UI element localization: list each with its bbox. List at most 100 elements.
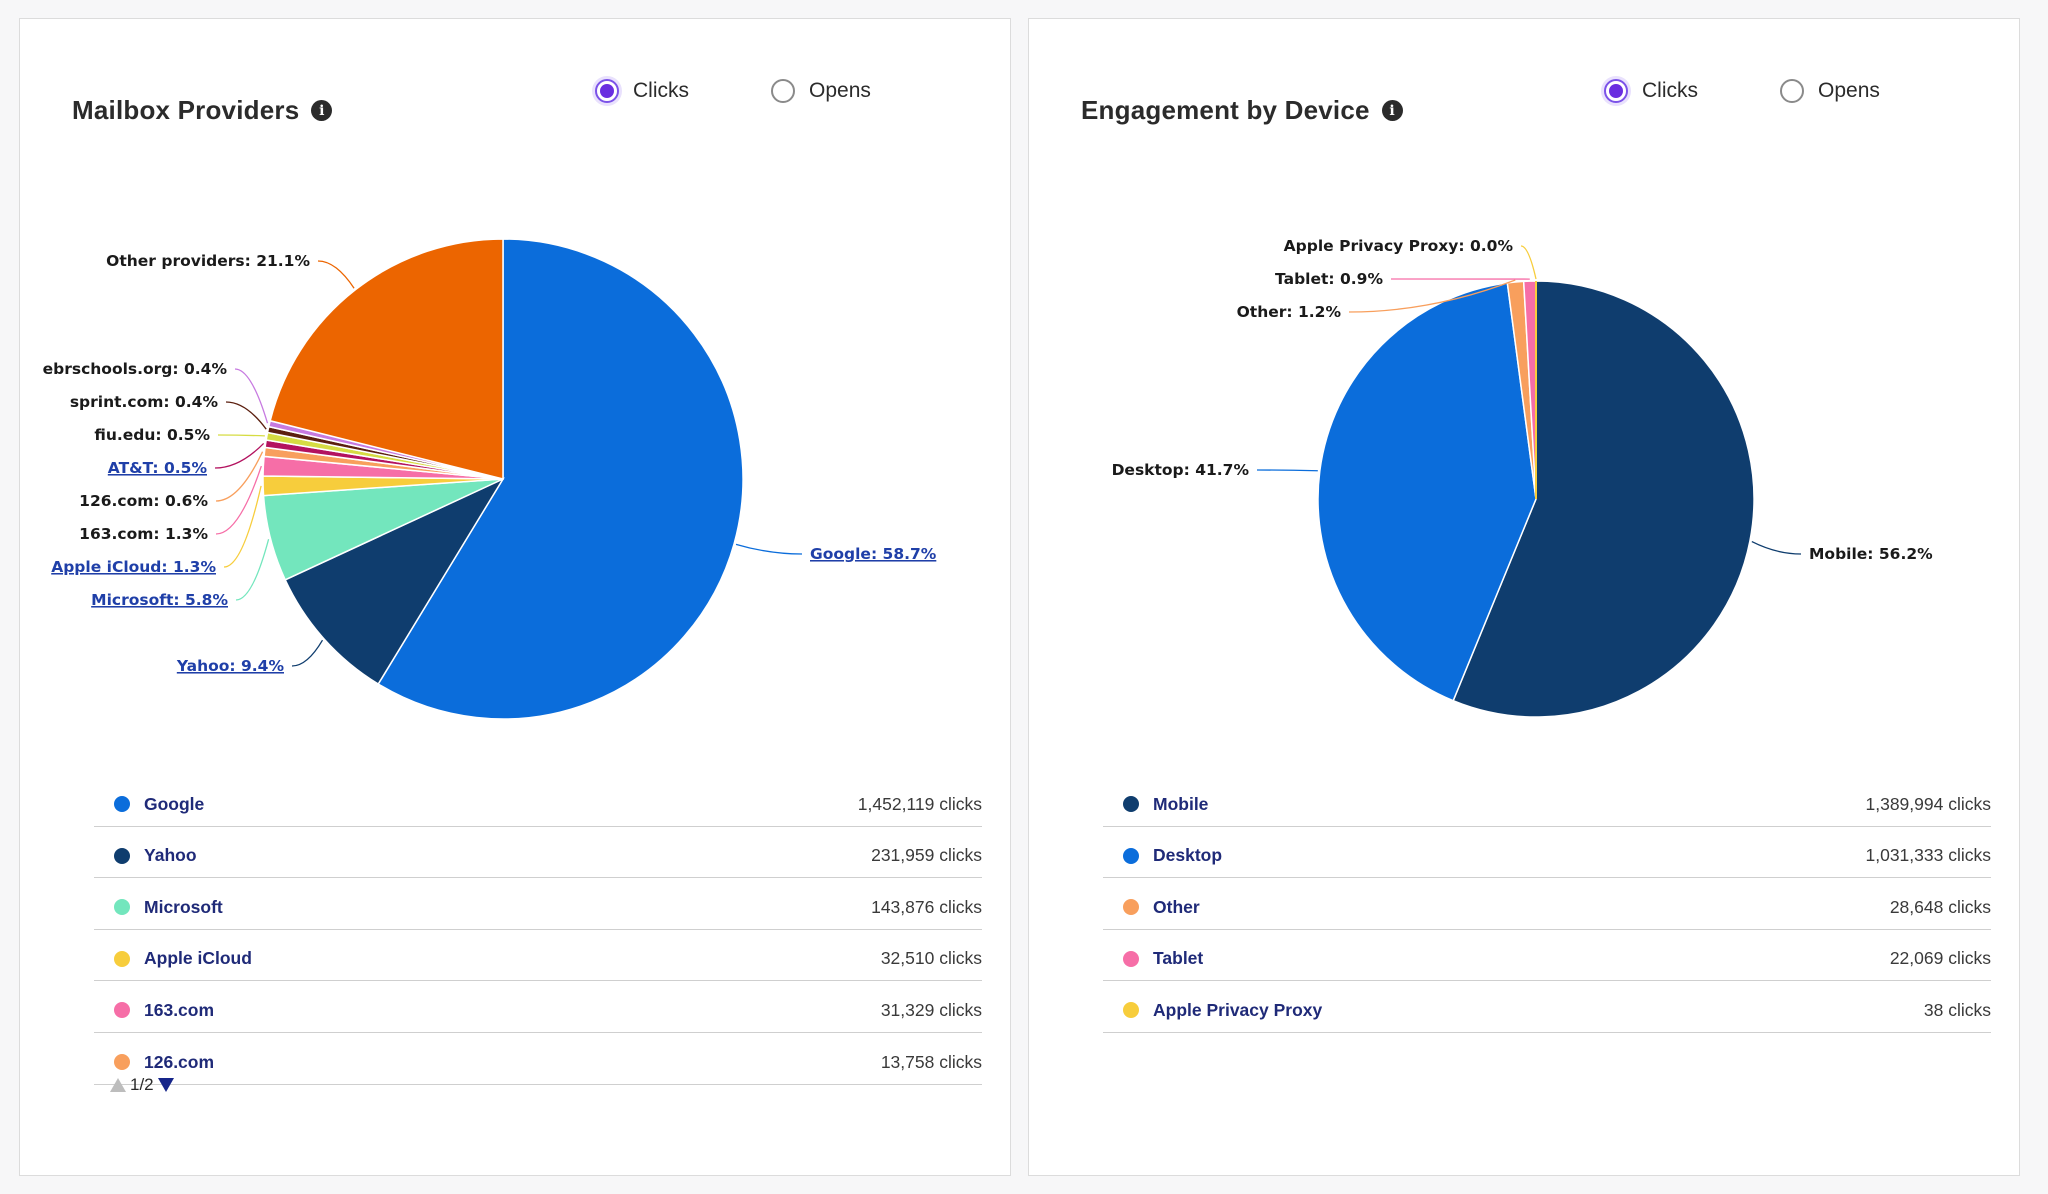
legend-row-google[interactable]: Google 1,452,119 clicks — [94, 777, 982, 827]
opens-label: Opens — [1818, 79, 1880, 102]
legend-dot-icon — [114, 950, 130, 967]
legend-value: 1,031,333 clicks — [1865, 845, 1992, 866]
legend-row-microsoft[interactable]: Microsoft 143,876 clicks — [94, 880, 982, 930]
mailbox-providers-card: Mailbox Providers i Clicks Opens Google:… — [19, 18, 1011, 1176]
data-label-other: Other: 1.2% — [1237, 303, 1342, 321]
legend-value: 1,452,119 clicks — [857, 793, 982, 814]
legend-row-apple-privacy-proxy[interactable]: Apple Privacy Proxy 38 clicks — [1103, 983, 1991, 1033]
pie-slice-google[interactable] — [377, 238, 744, 720]
leader-line-mobile — [1751, 541, 1802, 555]
leader-line-atandt — [214, 442, 265, 469]
pie-slice-other-providers[interactable] — [269, 238, 504, 480]
legend-pager: 1/2 — [110, 1075, 174, 1095]
info-icon[interactable]: i — [1381, 100, 1403, 121]
pager-text: 1/2 — [130, 1075, 154, 1094]
legend-row-163-com[interactable]: 163.com 31,329 clicks — [94, 983, 982, 1033]
leader-line-other-providers — [317, 260, 355, 289]
legend-value: 38 clicks — [1923, 999, 1991, 1020]
legend-name[interactable]: Yahoo — [144, 845, 197, 866]
info-icon[interactable]: i — [311, 100, 333, 121]
pie-slice-desktop[interactable] — [1317, 282, 1537, 702]
data-label-yahoo[interactable]: Yahoo: 9.4% — [176, 657, 285, 675]
legend-dot-icon — [1123, 847, 1139, 864]
legend-row-yahoo[interactable]: Yahoo 231,959 clicks — [94, 828, 982, 879]
engagement-by-device-legend: Mobile 1,389,994 clicks Desktop 1,031,333 c… — [1103, 775, 1991, 1033]
legend-dot-icon — [114, 847, 130, 864]
leader-line-microsoft — [235, 539, 270, 601]
legend-value: 22,069 clicks — [1889, 948, 1991, 969]
engagement-by-device-title: Engagement by Device — [1081, 95, 1370, 125]
legend-value: 31,329 clicks — [880, 999, 982, 1020]
leader-line-apple-icloud — [223, 485, 262, 568]
legend-dot-icon — [114, 796, 130, 813]
mailbox-providers-legend: Google 1,452,119 clicks Yahoo 231,959 click… — [94, 775, 982, 1085]
page-up-icon — [110, 1078, 126, 1092]
data-label-tablet: Tablet: 0.9% — [1275, 270, 1383, 288]
mailbox-providers-pie: Google: 58.7% Yahoo: 9.4% Microsoft: 5.8% A… — [43, 238, 937, 720]
page-down-icon[interactable] — [157, 1078, 174, 1092]
legend-dot-icon — [1123, 899, 1139, 916]
leader-line-google — [735, 543, 803, 555]
metric-toggle: Clicks Opens — [595, 79, 871, 103]
data-label-other-providers: Other providers: 21.1% — [106, 252, 310, 270]
legend-name[interactable]: 126.com — [144, 1051, 215, 1072]
card-title: Engagement by Device i — [1081, 95, 1403, 126]
leader-line-desktop — [1256, 469, 1318, 472]
data-label-ebrschools-org: ebrschools.org: 0.4% — [43, 360, 228, 378]
legend-dot-icon — [114, 899, 130, 916]
radio-unselected-icon — [1780, 79, 1804, 103]
legend-value: 1,389,994 clicks — [1865, 793, 1992, 814]
leader-line-163-com — [215, 465, 262, 535]
data-label-sprint-com: sprint.com: 0.4% — [70, 393, 219, 411]
data-label-desktop: Desktop: 41.7% — [1112, 461, 1250, 479]
data-label-126-com: 126.com: 0.6% — [79, 492, 208, 510]
legend-row-tablet[interactable]: Tablet 22,069 clicks — [1103, 931, 1991, 982]
legend-name[interactable]: 163.com — [144, 999, 215, 1020]
data-label-apple-icloud[interactable]: Apple iCloud: 1.3% — [51, 558, 216, 576]
leader-line-sprint-com — [225, 401, 267, 430]
legend-name[interactable]: Microsoft — [144, 896, 223, 917]
leader-line-ebrschools-org — [234, 368, 269, 424]
pie-slice-mobile[interactable] — [1452, 280, 1755, 718]
mailbox-providers-title: Mailbox Providers — [72, 95, 300, 125]
legend-name[interactable]: Apple Privacy Proxy — [1153, 999, 1323, 1020]
legend-dot-icon — [114, 1002, 130, 1019]
data-label-microsoft[interactable]: Microsoft: 5.8% — [91, 591, 228, 609]
legend-value: 143,876 clicks — [871, 896, 982, 917]
opens-label: Opens — [809, 79, 871, 102]
clicks-label: Clicks — [1642, 79, 1698, 102]
legend-value: 13,758 clicks — [880, 1051, 982, 1072]
legend-row-apple-icloud[interactable]: Apple iCloud 32,510 clicks — [94, 931, 982, 982]
opens-radio[interactable]: Opens — [1780, 79, 1880, 103]
legend-name[interactable]: Tablet — [1153, 948, 1204, 969]
metric-toggle: Clicks Opens — [1604, 79, 1880, 103]
legend-name[interactable]: Mobile — [1153, 793, 1209, 814]
legend-dot-icon — [1123, 796, 1139, 813]
legend-value: 32,510 clicks — [880, 948, 982, 969]
clicks-radio[interactable]: Clicks — [595, 79, 689, 103]
data-label-atandt[interactable]: AT&T: 0.5% — [108, 459, 208, 477]
opens-radio[interactable]: Opens — [771, 79, 871, 103]
data-label-google[interactable]: Google: 58.7% — [810, 545, 937, 563]
legend-dot-icon — [1123, 950, 1139, 967]
legend-name[interactable]: Desktop — [1153, 845, 1223, 866]
leader-line-other — [1348, 279, 1516, 313]
data-label-163-com: 163.com: 1.3% — [79, 525, 208, 543]
card-title: Mailbox Providers i — [72, 95, 333, 126]
data-label-fiu-edu: fiu.edu: 0.5% — [94, 426, 210, 444]
radio-selected-icon — [595, 79, 619, 103]
legend-name[interactable]: Apple iCloud — [144, 948, 252, 969]
legend-row-126-com[interactable]: 126.com 13,758 clicks — [94, 1035, 982, 1085]
legend-row-mobile[interactable]: Mobile 1,389,994 clicks — [1103, 777, 1991, 827]
legend-row-other[interactable]: Other 28,648 clicks — [1103, 880, 1991, 930]
leader-line-yahoo — [291, 639, 324, 667]
radio-selected-icon — [1604, 79, 1628, 103]
legend-row-desktop[interactable]: Desktop 1,031,333 clicks — [1103, 828, 1992, 879]
pie-slice-yahoo[interactable] — [284, 477, 505, 686]
clicks-radio[interactable]: Clicks — [1604, 79, 1698, 103]
legend-name[interactable]: Other — [1153, 896, 1200, 917]
engagement-by-device-pie: Mobile: 56.2% Desktop: 41.7% Other: 1.2% Ta… — [1112, 237, 1933, 718]
legend-name[interactable]: Google — [144, 793, 205, 814]
data-label-apple-privacy-proxy: Apple Privacy Proxy: 0.0% — [1284, 237, 1514, 255]
clicks-label: Clicks — [633, 79, 689, 102]
